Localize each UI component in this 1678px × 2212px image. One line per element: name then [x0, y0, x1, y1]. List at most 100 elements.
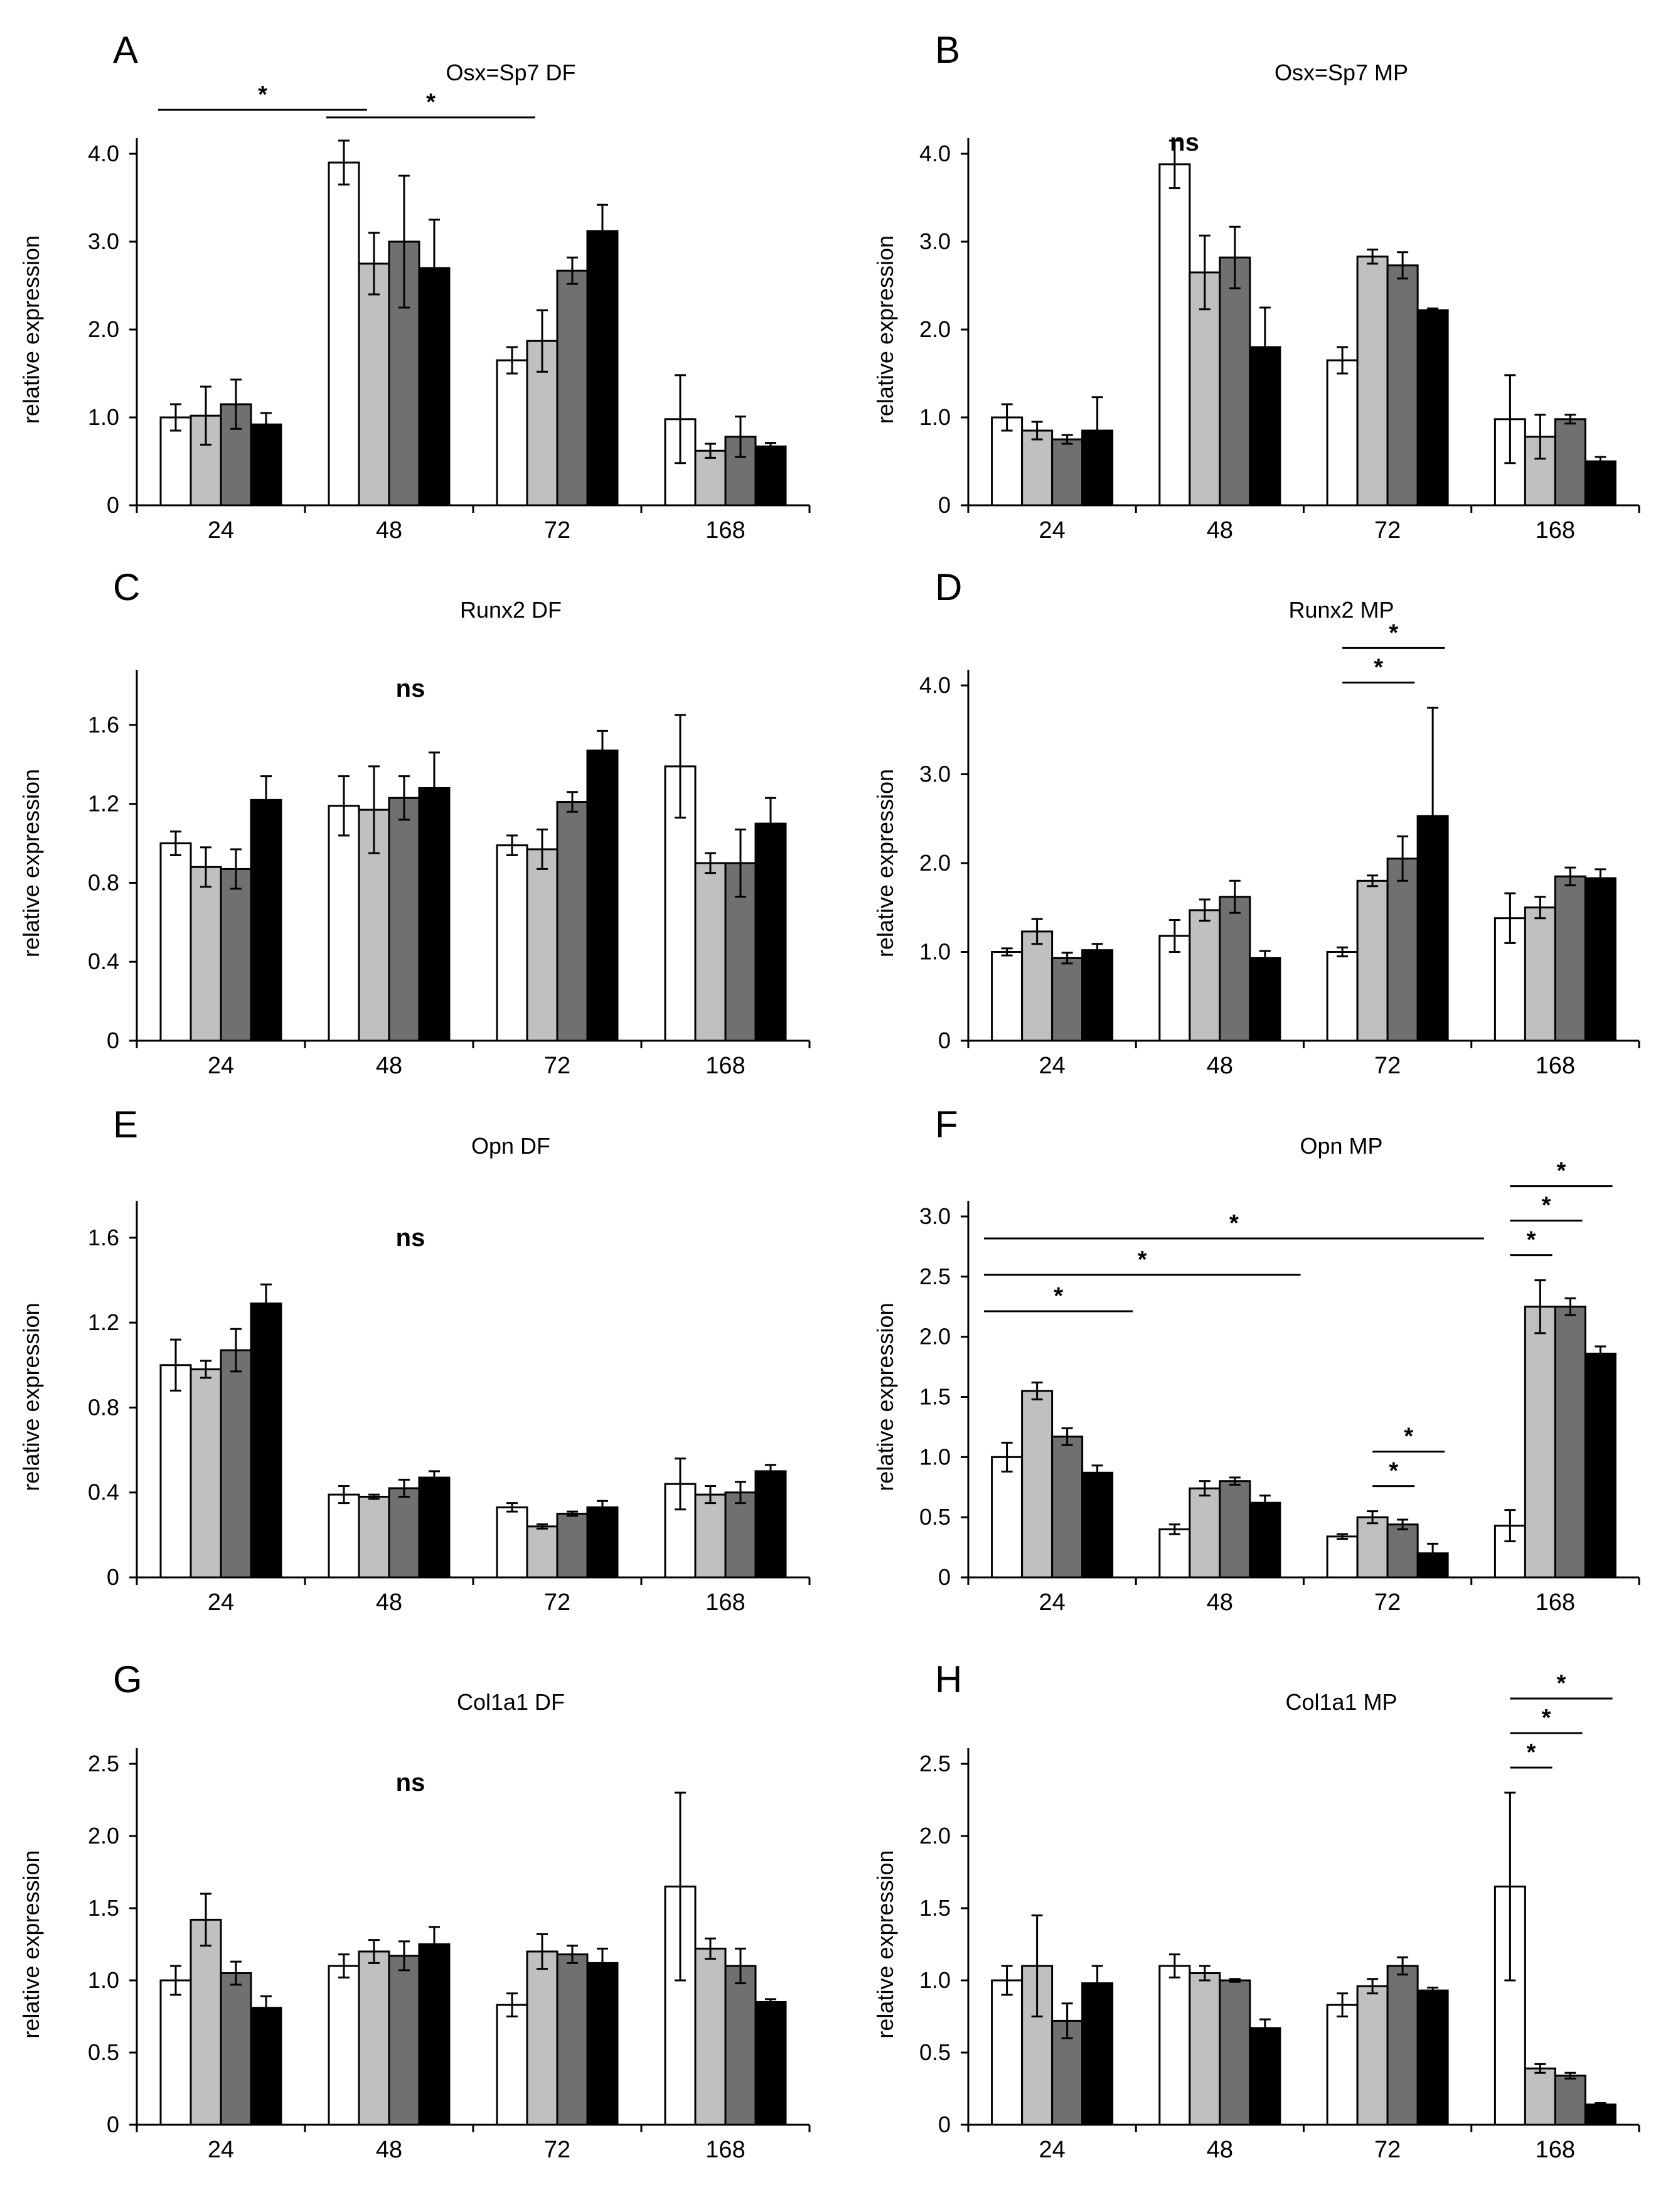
bar [1051, 1436, 1084, 1579]
bar [250, 2007, 282, 2126]
x-tick-label: 168 [1536, 1053, 1575, 1079]
ns-label: ns [396, 675, 425, 702]
bar [190, 1368, 222, 1579]
bar [1051, 438, 1084, 507]
y-tick-label: 3.0 [919, 761, 951, 787]
ns-label: ns [396, 1224, 425, 1252]
x-tick-label: 24 [1039, 2137, 1065, 2163]
x-tick-label: 48 [376, 1053, 402, 1079]
x-tick-label: 168 [1536, 517, 1575, 544]
bar [1584, 877, 1617, 1042]
x-tick-label: 24 [208, 517, 234, 544]
panel-g: G Col1a1 DF ns relative expression 0 0.5 1.0 1.… [18, 1658, 811, 2163]
bar [1219, 896, 1251, 1042]
bar [1021, 1390, 1054, 1579]
bar [754, 445, 787, 507]
y-tick-label: 0.8 [88, 1394, 119, 1420]
bar [388, 1955, 420, 2126]
bar [1081, 1471, 1114, 1579]
y-tick-label: 3.0 [919, 228, 951, 254]
y-tick-label: 0.5 [919, 2039, 951, 2065]
x-tick-label: 72 [1374, 517, 1401, 544]
x-tick-label: 72 [1374, 2137, 1401, 2163]
y-tick-label: 1.5 [88, 1895, 119, 1921]
x-tick-label: 48 [376, 2137, 402, 2163]
significance-star: * [1542, 1193, 1551, 1219]
bar [496, 844, 528, 1042]
significance-star: * [1389, 620, 1398, 646]
y-tick-label: 2.0 [919, 316, 951, 342]
chart-title: Osx=Sp7 MP [1275, 60, 1408, 85]
bar [1386, 264, 1419, 507]
y-tick-label: 2.0 [919, 850, 951, 876]
y-tick-label: 1.6 [88, 1225, 119, 1250]
bar [1249, 957, 1281, 1042]
bar [1219, 256, 1251, 507]
x-tick-label: 168 [705, 517, 745, 544]
bar [1158, 1965, 1191, 2126]
y-axis-label: relative expression [18, 1302, 44, 1491]
y-tick-label: 0 [107, 1028, 119, 1053]
bar [1356, 879, 1389, 1042]
y-axis-label: relative expression [872, 769, 898, 957]
x-tick-label: 72 [544, 2137, 570, 2163]
bar [1356, 1516, 1389, 1579]
chart-title: Opn MP [1300, 1133, 1382, 1159]
bar [1189, 1487, 1221, 1579]
y-axis-label: relative expression [18, 1850, 44, 2038]
bar [328, 1965, 360, 2126]
bar [1524, 2067, 1556, 2126]
y-tick-label: 4.0 [919, 672, 951, 698]
bar [1219, 1480, 1251, 1579]
bar [526, 1525, 558, 1579]
bar [1189, 909, 1221, 1042]
ns-label: ns [396, 1769, 425, 1796]
y-tick-label: 2.5 [919, 1264, 951, 1289]
panel-f: F Opn MP relative expression 0 0.5 1.0 1.5 2.0 2… [872, 1103, 1640, 1616]
bar [526, 1950, 558, 2126]
bar [220, 1349, 252, 1579]
bar [250, 798, 282, 1042]
significance-star: * [1389, 1458, 1398, 1485]
bar [388, 797, 420, 1042]
bar [496, 1506, 528, 1579]
y-tick-label: 1.0 [919, 1967, 951, 1993]
bar [1189, 1972, 1221, 2126]
significance-star: * [1557, 1670, 1566, 1697]
y-tick-label: 2.0 [919, 1823, 951, 1849]
bar [1326, 359, 1359, 507]
y-tick-label: 2.5 [919, 1751, 951, 1776]
bar [1249, 1501, 1281, 1579]
bar [220, 1972, 252, 2126]
panel-letter: E [113, 1103, 138, 1146]
x-tick-label: 48 [1207, 2137, 1233, 2163]
panel-h: H Col1a1 MP relative expression 0 0.5 1.0 1.5 2… [872, 1658, 1640, 2163]
bar [250, 1302, 282, 1579]
x-tick-label: 72 [544, 1053, 570, 1079]
bar [586, 230, 619, 507]
bar [694, 1947, 727, 2126]
bar [754, 2001, 787, 2126]
x-tick-label: 48 [1207, 1053, 1233, 1079]
y-axis-label: relative expression [872, 1850, 898, 2038]
bar [328, 805, 360, 1042]
significance-star: * [1374, 654, 1383, 680]
y-tick-label: 0.4 [88, 948, 119, 974]
panel-letter: A [113, 29, 138, 71]
bar [1554, 418, 1586, 507]
bar [358, 1950, 390, 2126]
x-tick-label: 72 [544, 517, 570, 544]
bar [190, 866, 222, 1042]
y-tick-label: 1.6 [88, 712, 119, 738]
significance-star: * [1229, 1210, 1239, 1237]
y-tick-label: 4.0 [88, 141, 119, 166]
x-tick-label: 72 [1374, 1053, 1401, 1079]
bar [694, 862, 727, 1042]
y-tick-label: 3.0 [919, 1203, 951, 1229]
y-tick-label: 3.0 [88, 228, 119, 254]
bar [724, 1491, 757, 1579]
panel-letter: G [113, 1658, 142, 1700]
panel-letter: F [935, 1103, 958, 1146]
bar [1158, 1528, 1191, 1579]
y-tick-label: 2.5 [88, 1751, 119, 1776]
